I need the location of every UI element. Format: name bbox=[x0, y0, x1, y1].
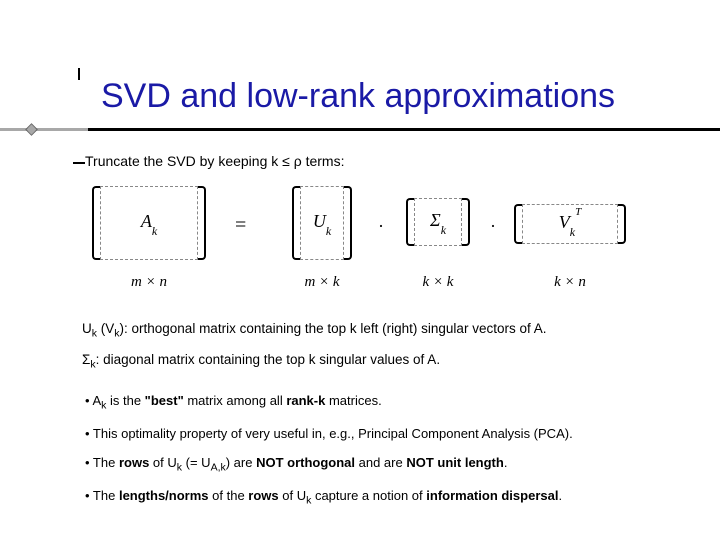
bracket-right-icon bbox=[198, 186, 206, 260]
dim-label-S: k × k bbox=[410, 274, 466, 291]
matrix-Uk-label: Uk bbox=[313, 211, 331, 236]
svd-diagram: Ak m × n = Uk m × k · Σk k × k · bbox=[100, 186, 640, 306]
dot-1: · bbox=[378, 216, 384, 237]
title-underline bbox=[0, 126, 720, 136]
underline-black-segment bbox=[88, 128, 720, 131]
bullets-block: • Ak is the "best" matrix among all rank… bbox=[85, 392, 697, 520]
def-uv: Uk (Vk): orthogonal matrix containing th… bbox=[82, 320, 697, 341]
slide: SVD and low-rank approximations Truncate… bbox=[0, 0, 720, 540]
bullet-3: • The rows of Uk (= UA,k) are NOT orthog… bbox=[85, 454, 697, 475]
matrix-Ak: Ak bbox=[100, 186, 198, 260]
bracket-right-icon bbox=[344, 186, 352, 260]
bullet-1: • Ak is the "best" matrix among all rank… bbox=[85, 392, 697, 413]
intro-line: Truncate the SVD by keeping k ≤ ρ terms: bbox=[85, 152, 695, 172]
matrix-Vk-wrap: VkT bbox=[522, 204, 618, 244]
matrix-Uk-wrap: Uk bbox=[300, 186, 344, 260]
dim-label-V: k × n bbox=[522, 274, 618, 291]
matrix-Uk: Uk bbox=[300, 186, 344, 260]
matrix-Ak-wrap: Ak bbox=[100, 186, 198, 260]
dot-2: · bbox=[490, 216, 496, 237]
matrix-Vk: VkT bbox=[522, 204, 618, 244]
equals-sign: = bbox=[235, 214, 246, 237]
matrix-Sk-wrap: Σk bbox=[414, 198, 462, 246]
def-sigma: Σk: diagonal matrix containing the top k… bbox=[82, 351, 697, 372]
title-container: SVD and low-rank approximations bbox=[101, 78, 681, 115]
intro-text: Truncate the SVD by keeping k ≤ ρ terms: bbox=[85, 152, 695, 180]
dim-label-U: m × k bbox=[292, 274, 352, 291]
bullet-4: • The lengths/norms of the rows of Uk ca… bbox=[85, 487, 697, 508]
matrix-Sk: Σk bbox=[414, 198, 462, 246]
bracket-left-icon bbox=[406, 198, 414, 246]
underline-diamond-icon bbox=[27, 125, 37, 135]
dim-label-A: m × n bbox=[100, 274, 198, 291]
body-tick-mark bbox=[73, 162, 85, 164]
bracket-right-icon bbox=[462, 198, 470, 246]
matrix-Ak-label: Ak bbox=[141, 211, 157, 236]
bracket-left-icon bbox=[514, 204, 522, 244]
matrix-Sk-label: Σk bbox=[430, 210, 446, 235]
matrix-Vk-label: VkT bbox=[559, 212, 581, 237]
slide-title: SVD and low-rank approximations bbox=[101, 78, 681, 115]
title-tick-mark bbox=[78, 68, 80, 80]
underline-gray-segment bbox=[0, 128, 88, 131]
definitions-block: Uk (Vk): orthogonal matrix containing th… bbox=[82, 320, 697, 382]
bracket-left-icon bbox=[292, 186, 300, 260]
bracket-left-icon bbox=[92, 186, 100, 260]
bracket-right-icon bbox=[618, 204, 626, 244]
bullet-2: • This optimality property of very usefu… bbox=[85, 425, 697, 443]
